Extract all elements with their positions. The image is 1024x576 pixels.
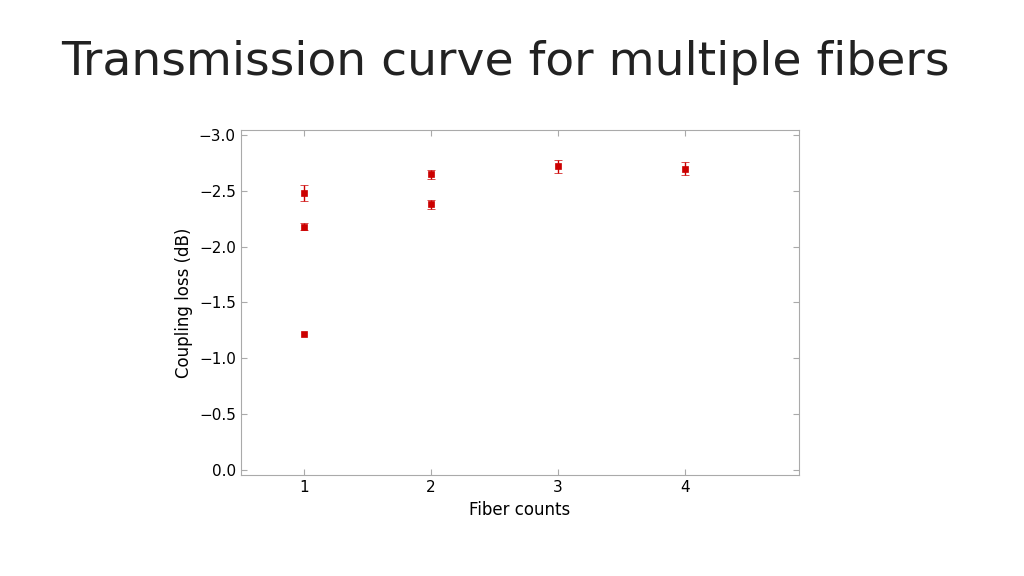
Y-axis label: Coupling loss (dB): Coupling loss (dB)	[175, 227, 194, 378]
X-axis label: Fiber counts: Fiber counts	[469, 501, 570, 518]
Text: Transmission curve for multiple fibers: Transmission curve for multiple fibers	[61, 40, 950, 85]
